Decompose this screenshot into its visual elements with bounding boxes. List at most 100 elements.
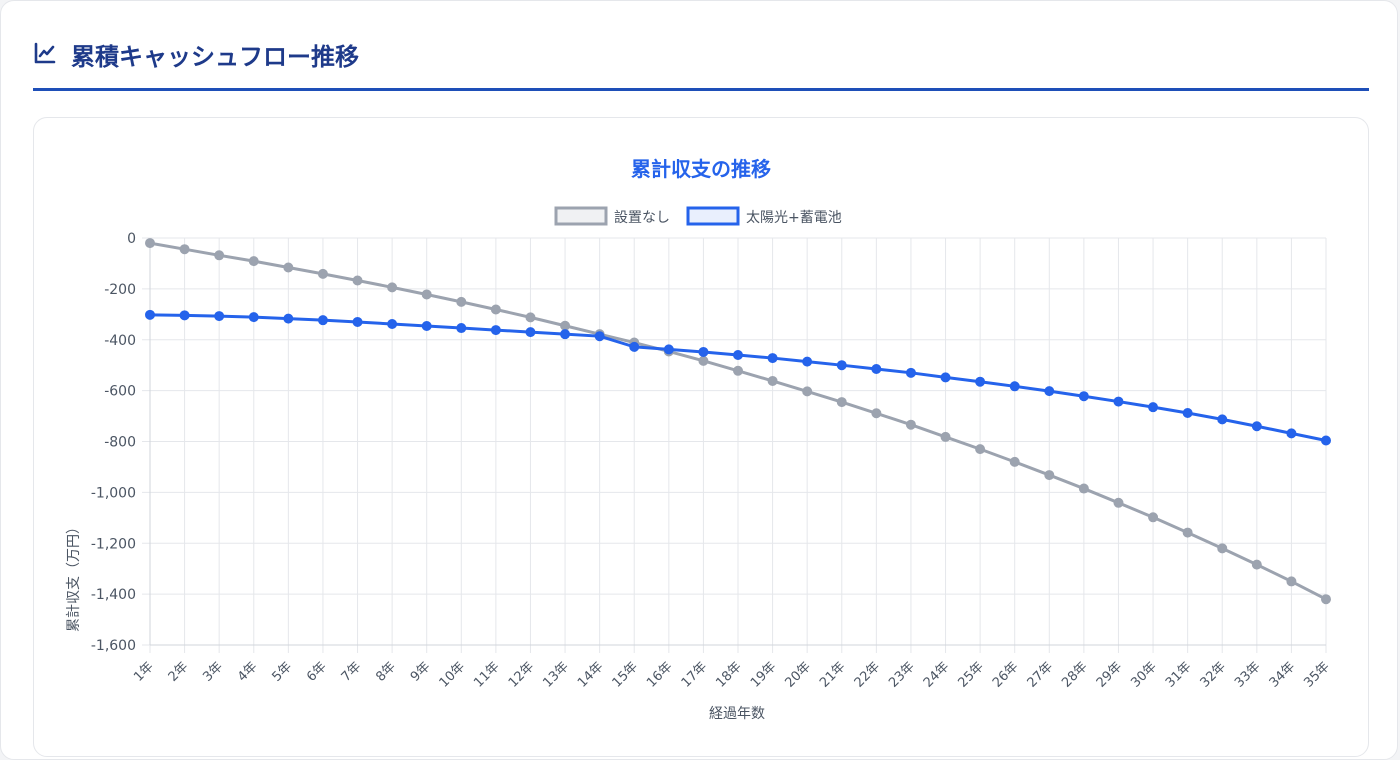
x-tick-label: 15年 <box>610 659 641 690</box>
x-tick-label: 8年 <box>373 659 399 685</box>
data-point-solar[interactable] <box>663 344 674 355</box>
data-point-none[interactable] <box>1078 483 1089 494</box>
data-point-solar[interactable] <box>421 321 432 332</box>
legend-item-solar[interactable]: 太陽光+蓄電池 <box>686 206 842 226</box>
data-point-solar[interactable] <box>525 327 536 338</box>
data-point-solar[interactable] <box>490 325 501 336</box>
x-tick-label: 22年 <box>852 659 883 690</box>
data-point-none[interactable] <box>248 256 259 267</box>
legend-label-none: 設置なし <box>614 210 670 226</box>
data-point-none[interactable] <box>836 397 847 408</box>
data-point-solar[interactable] <box>940 372 951 383</box>
data-point-solar[interactable] <box>1182 408 1193 419</box>
data-point-none[interactable] <box>1217 543 1228 554</box>
series <box>145 238 1331 605</box>
y-tick-label: -400 <box>104 333 136 349</box>
data-point-none[interactable] <box>1148 512 1159 523</box>
data-point-solar[interactable] <box>248 312 259 323</box>
data-point-solar[interactable] <box>698 346 709 357</box>
data-point-solar[interactable] <box>179 310 190 321</box>
data-point-solar[interactable] <box>145 309 155 320</box>
x-tick-label: 9年 <box>408 659 434 685</box>
x-tick-label: 27年 <box>1025 659 1056 690</box>
chart-title: 累計収支の推移 <box>631 157 771 181</box>
data-point-none[interactable] <box>456 296 467 307</box>
x-tick-label: 29年 <box>1094 659 1125 690</box>
data-point-none[interactable] <box>1251 559 1262 570</box>
x-tick-label: 18年 <box>713 659 744 690</box>
x-tick-label: 3年 <box>200 659 226 685</box>
data-point-solar[interactable] <box>594 331 605 342</box>
data-point-solar[interactable] <box>802 356 813 367</box>
data-point-none[interactable] <box>525 312 536 323</box>
data-point-solar[interactable] <box>1044 386 1055 397</box>
data-point-solar[interactable] <box>1251 421 1262 432</box>
data-point-none[interactable] <box>698 355 709 366</box>
data-point-solar[interactable] <box>1009 381 1020 392</box>
data-point-solar[interactable] <box>1113 396 1124 407</box>
x-tick-label: 16年 <box>644 659 675 690</box>
data-point-solar[interactable] <box>836 360 847 371</box>
data-point-none[interactable] <box>179 244 190 255</box>
x-tick-label: 24年 <box>921 659 952 690</box>
section-title: 累積キャッシュフロー推移 <box>71 43 359 71</box>
data-point-none[interactable] <box>1182 527 1193 538</box>
y-tick-label: -600 <box>104 384 136 400</box>
data-point-solar[interactable] <box>733 350 743 361</box>
data-point-solar[interactable] <box>317 315 328 326</box>
data-point-none[interactable] <box>1113 497 1124 508</box>
line-chart-icon <box>34 42 56 64</box>
data-point-none[interactable] <box>940 431 951 442</box>
data-point-none[interactable] <box>145 238 155 249</box>
axes <box>149 238 1326 646</box>
y-tick-label: 0 <box>127 231 136 247</box>
data-point-none[interactable] <box>1286 576 1297 587</box>
data-point-none[interactable] <box>1321 594 1331 605</box>
data-point-solar[interactable] <box>975 376 986 387</box>
data-point-solar[interactable] <box>1321 435 1331 446</box>
data-point-solar[interactable] <box>1148 402 1159 413</box>
data-point-solar[interactable] <box>352 316 363 327</box>
data-point-solar[interactable] <box>1078 391 1089 402</box>
x-tick-label: 35年 <box>1301 659 1332 690</box>
data-point-none[interactable] <box>214 250 225 261</box>
data-point-none[interactable] <box>317 268 328 279</box>
x-tick-label: 7年 <box>339 659 365 685</box>
data-point-solar[interactable] <box>283 313 294 324</box>
x-axis-label: 経過年数 <box>709 706 765 722</box>
data-point-none[interactable] <box>802 386 813 397</box>
cashflow-line-chart: 累計収支の推移 設置なし 太陽光+蓄電池 0 -200 -400 -600 -800 -1… <box>66 157 1333 722</box>
data-point-none[interactable] <box>1009 456 1020 467</box>
data-point-none[interactable] <box>387 282 398 293</box>
data-point-none[interactable] <box>352 275 363 286</box>
data-point-none[interactable] <box>871 408 882 419</box>
data-point-solar[interactable] <box>905 367 916 378</box>
x-tick-labels: 1年 2年 3年 4年 5年 6年 7年 8年 9年 10年 11年 12年 13年 14年 15年 16年 1… <box>131 659 1333 690</box>
grid-lines <box>142 237 1327 653</box>
data-point-solar[interactable] <box>767 353 778 364</box>
x-tick-label: 5年 <box>270 659 296 685</box>
data-point-solar[interactable] <box>456 323 467 334</box>
data-point-none[interactable] <box>490 304 501 315</box>
section-header: 累積キャッシュフロー推移 <box>33 35 1369 91</box>
x-tick-label: 23年 <box>886 659 917 690</box>
data-point-none[interactable] <box>975 444 986 455</box>
data-point-none[interactable] <box>733 365 743 376</box>
data-point-solar[interactable] <box>560 329 571 340</box>
data-point-none[interactable] <box>1044 470 1055 481</box>
x-tick-label: 19年 <box>748 659 779 690</box>
data-point-solar[interactable] <box>1286 428 1297 439</box>
data-point-solar[interactable] <box>214 311 225 322</box>
data-point-solar[interactable] <box>871 364 882 375</box>
data-point-solar[interactable] <box>629 341 640 352</box>
data-point-none[interactable] <box>905 419 916 430</box>
data-point-none[interactable] <box>421 289 432 300</box>
data-point-solar[interactable] <box>387 318 398 329</box>
x-tick-label: 11年 <box>471 659 502 690</box>
data-point-none[interactable] <box>283 262 294 273</box>
data-point-none[interactable] <box>767 375 778 386</box>
data-point-solar[interactable] <box>1217 414 1228 425</box>
x-tick-label: 28年 <box>1059 659 1090 690</box>
legend-item-none[interactable]: 設置なし <box>554 206 670 226</box>
data-point-none[interactable] <box>560 320 571 331</box>
